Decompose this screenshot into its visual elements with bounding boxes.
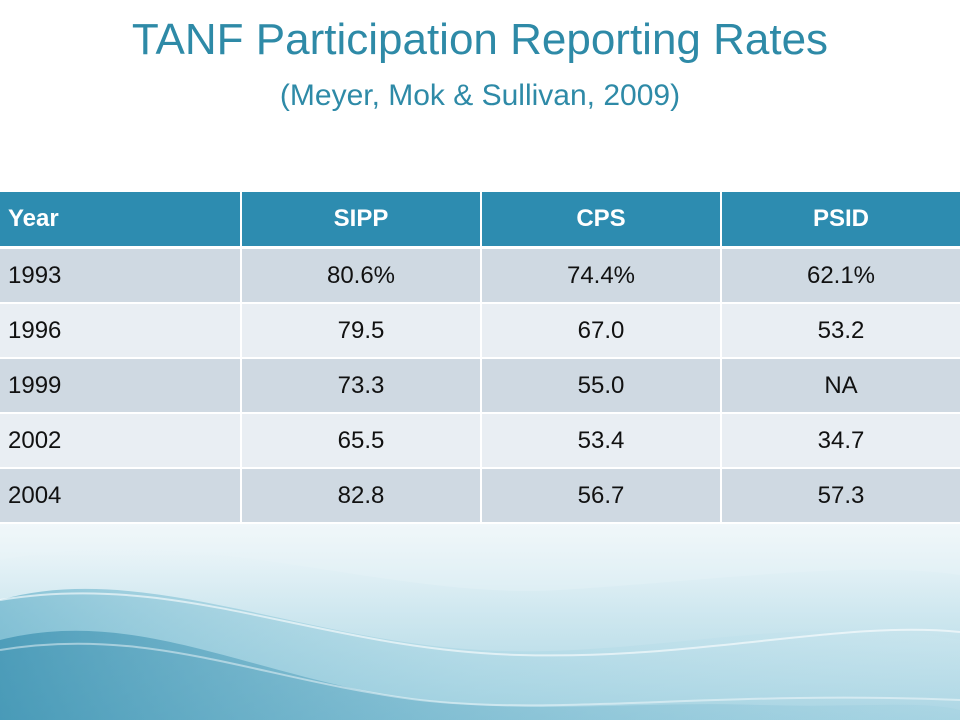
slide-subtitle: (Meyer, Mok & Sullivan, 2009)	[279, 79, 681, 112]
header-sipp: SIPP	[241, 192, 482, 249]
cell-year: 2004	[0, 468, 242, 524]
table-row: 1996 79.5 67.0 53.2	[0, 303, 960, 359]
table-row: 2002 65.5 53.4 34.7	[0, 413, 960, 469]
cell-cps: 55.0	[481, 358, 722, 414]
header-year: Year	[0, 192, 242, 249]
cell-year: 1999	[0, 358, 242, 414]
header-cps: CPS	[481, 192, 722, 249]
cell-psid: 34.7	[721, 413, 960, 469]
cell-sipp: 80.6%	[241, 247, 482, 304]
cell-year: 2002	[0, 413, 242, 469]
cell-sipp: 65.5	[241, 413, 482, 469]
table-row: 2004 82.8 56.7 57.3	[0, 468, 960, 524]
cell-sipp: 73.3	[241, 358, 482, 414]
table-header-row: Year SIPP CPS PSID	[0, 192, 960, 249]
cell-cps: 74.4%	[481, 247, 722, 304]
cell-year: 1996	[0, 303, 242, 359]
cell-psid: 57.3	[721, 468, 960, 524]
participation-rates-table: Year SIPP CPS PSID 1993 80.6% 74.4% 62.1…	[0, 192, 960, 524]
cell-psid: 62.1%	[721, 247, 960, 304]
cell-psid: NA	[721, 358, 960, 414]
header-psid: PSID	[721, 192, 960, 249]
cell-year: 1993	[0, 247, 242, 304]
cell-sipp: 82.8	[241, 468, 482, 524]
table-row: 1993 80.6% 74.4% 62.1%	[0, 247, 960, 304]
slide-title: TANF Participation Reporting Rates	[131, 15, 829, 64]
table-row: 1999 73.3 55.0 NA	[0, 358, 960, 414]
cell-cps: 67.0	[481, 303, 722, 359]
cell-cps: 53.4	[481, 413, 722, 469]
cell-cps: 56.7	[481, 468, 722, 524]
cell-psid: 53.2	[721, 303, 960, 359]
cell-sipp: 79.5	[241, 303, 482, 359]
